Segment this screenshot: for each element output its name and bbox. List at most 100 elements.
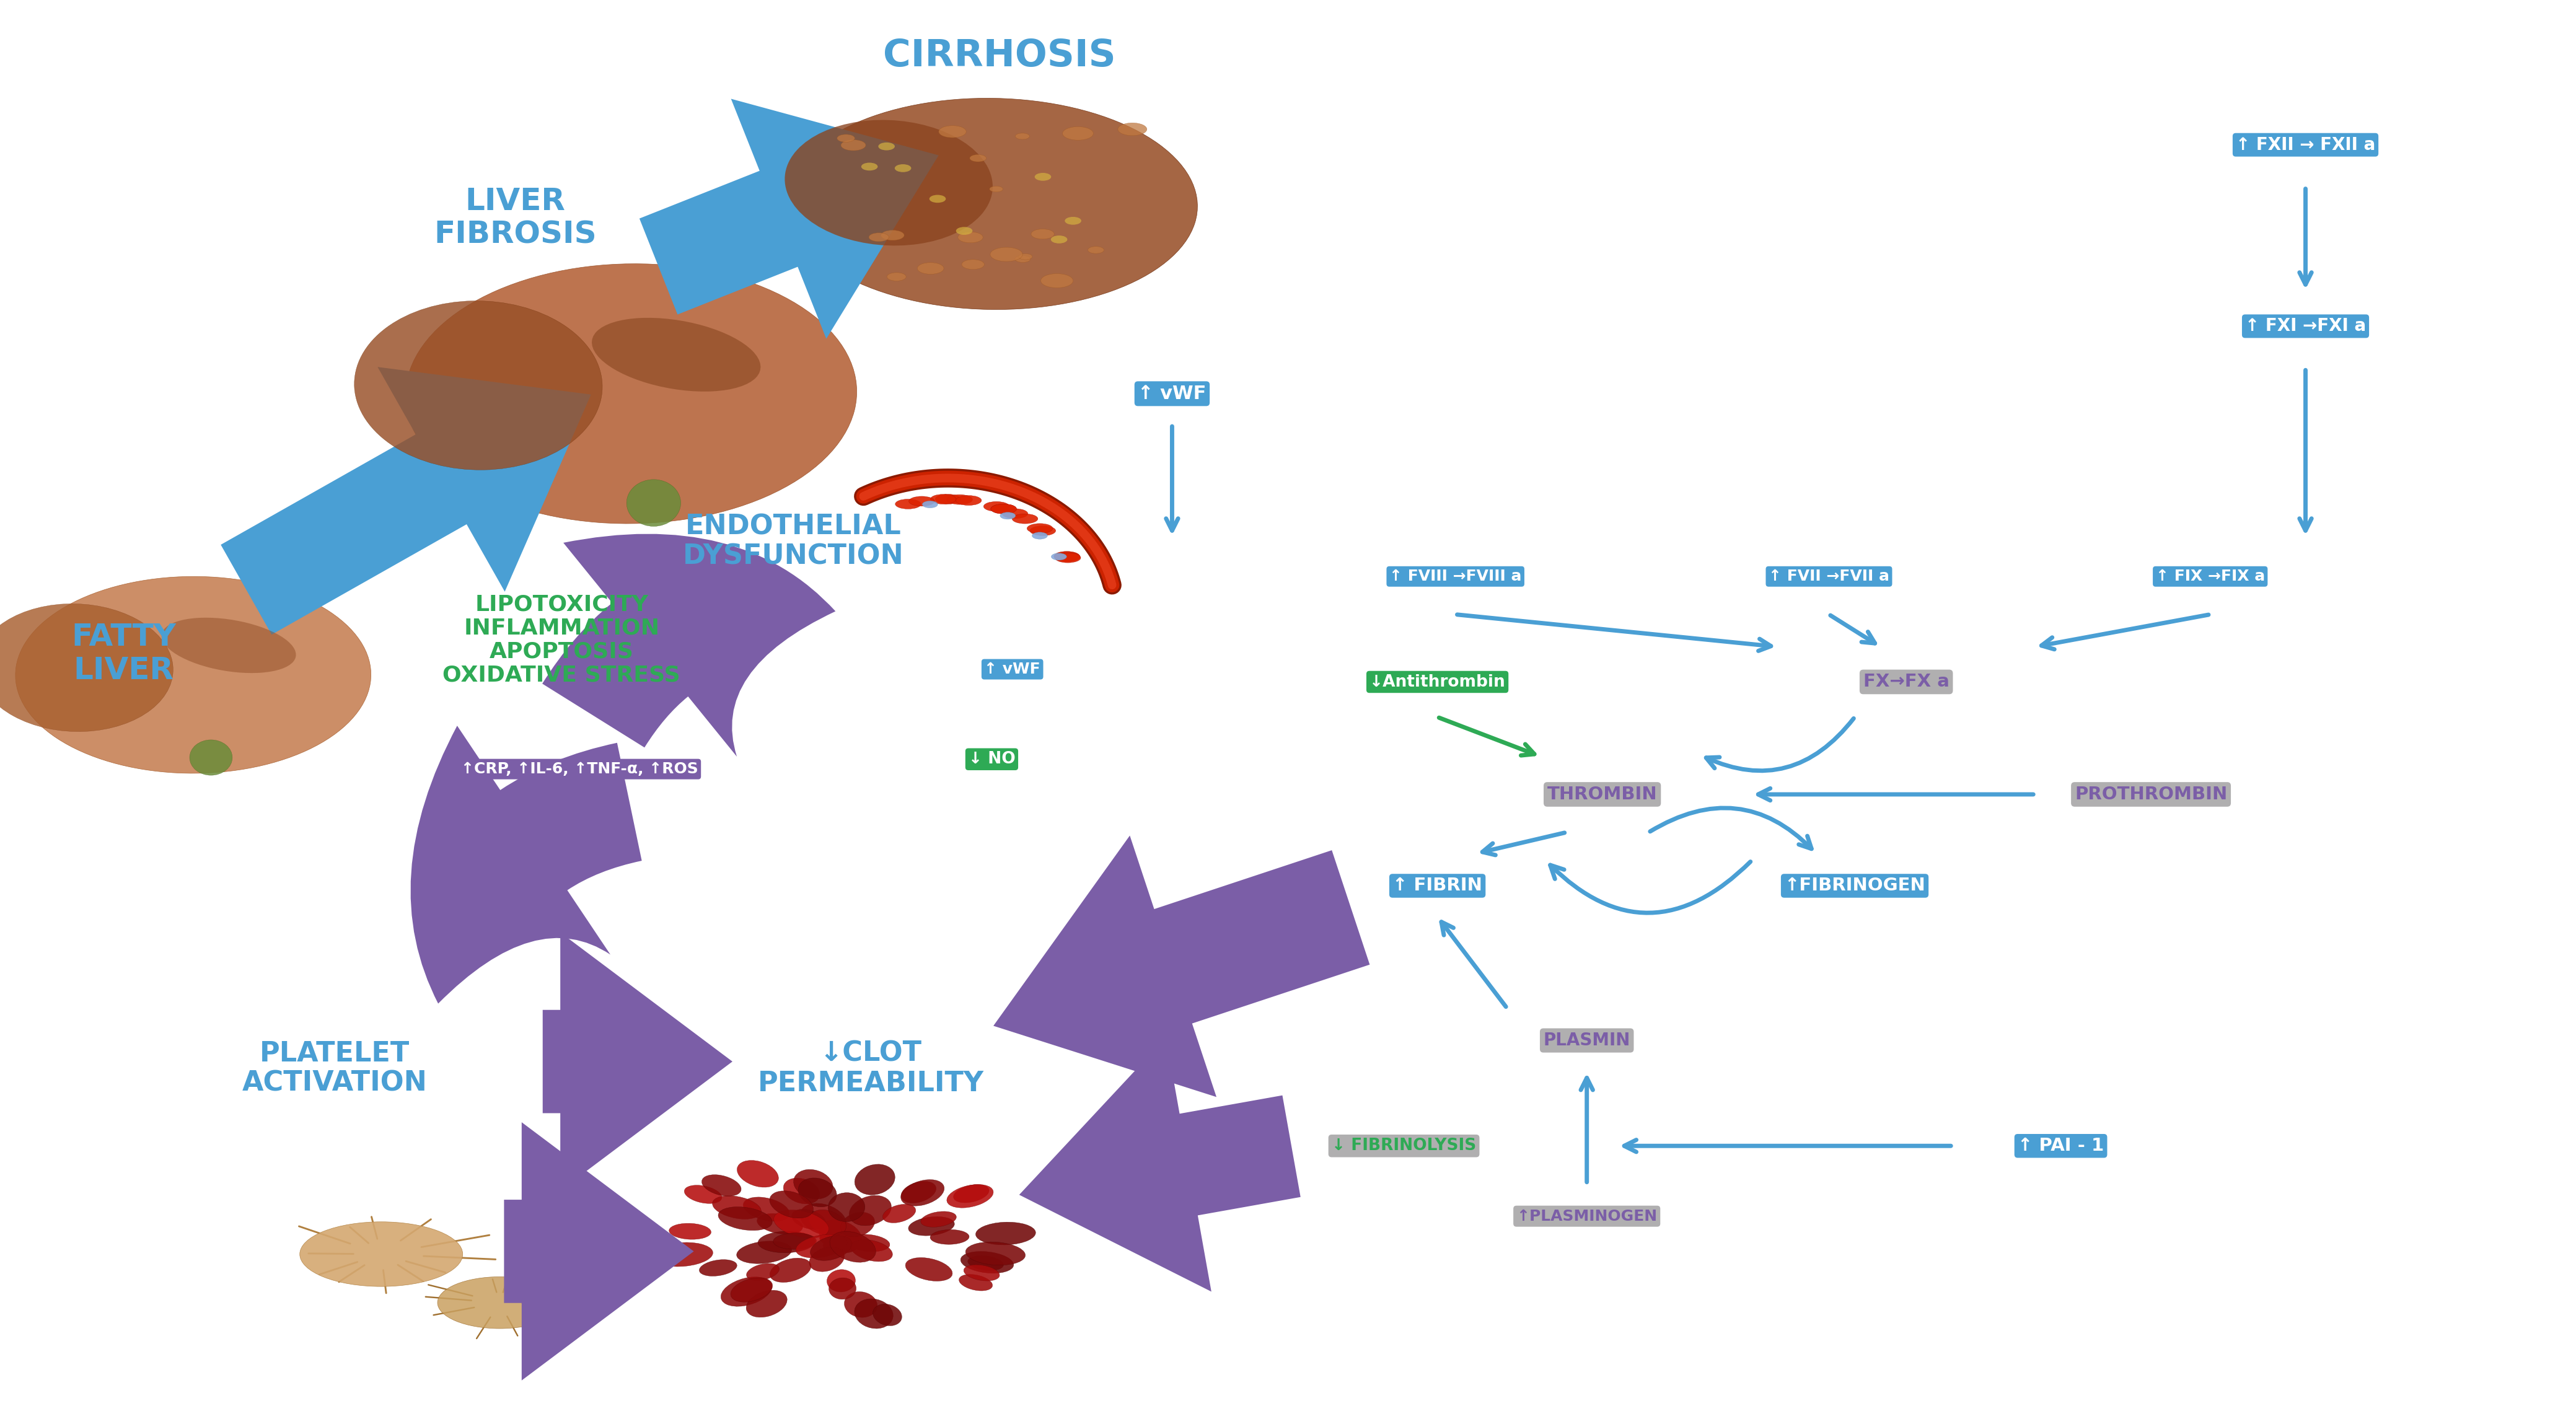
- Ellipse shape: [747, 1291, 788, 1317]
- Text: FX→FX a: FX→FX a: [1862, 673, 1950, 690]
- Ellipse shape: [917, 263, 943, 274]
- Ellipse shape: [904, 1257, 953, 1281]
- Ellipse shape: [948, 495, 974, 505]
- Ellipse shape: [791, 1209, 827, 1229]
- Ellipse shape: [770, 1191, 814, 1218]
- Ellipse shape: [299, 1222, 464, 1286]
- Ellipse shape: [1118, 122, 1146, 135]
- Ellipse shape: [948, 1184, 994, 1208]
- Ellipse shape: [757, 1232, 814, 1253]
- Ellipse shape: [773, 1233, 817, 1250]
- Text: LIVER
FIBROSIS: LIVER FIBROSIS: [433, 187, 598, 249]
- Ellipse shape: [809, 1209, 848, 1236]
- Text: ↑FIBRINOGEN: ↑FIBRINOGEN: [1785, 877, 1924, 894]
- Ellipse shape: [855, 1299, 894, 1329]
- Ellipse shape: [744, 1197, 788, 1222]
- Ellipse shape: [670, 1223, 711, 1240]
- Ellipse shape: [969, 1256, 1005, 1271]
- Ellipse shape: [1012, 513, 1038, 523]
- Ellipse shape: [878, 142, 894, 150]
- Ellipse shape: [355, 301, 603, 470]
- Ellipse shape: [938, 125, 966, 138]
- Ellipse shape: [902, 1181, 935, 1204]
- Ellipse shape: [840, 1212, 876, 1237]
- Ellipse shape: [909, 1216, 956, 1236]
- Ellipse shape: [961, 260, 984, 270]
- Ellipse shape: [896, 499, 922, 509]
- Ellipse shape: [1064, 217, 1082, 225]
- Ellipse shape: [989, 186, 1002, 193]
- Ellipse shape: [868, 233, 889, 242]
- Text: CIRRHOSIS: CIRRHOSIS: [884, 38, 1115, 75]
- Ellipse shape: [15, 576, 371, 773]
- Text: ↑ FXI →FXI a: ↑ FXI →FXI a: [2246, 318, 2365, 335]
- Ellipse shape: [850, 1240, 891, 1261]
- Ellipse shape: [956, 226, 974, 235]
- Ellipse shape: [786, 98, 1198, 309]
- Text: ↓Antithrombin: ↓Antithrombin: [1370, 673, 1504, 690]
- Ellipse shape: [1054, 553, 1079, 562]
- Text: ↓ NO: ↓ NO: [969, 751, 1015, 768]
- Ellipse shape: [773, 1211, 829, 1239]
- Ellipse shape: [829, 1278, 855, 1299]
- Ellipse shape: [770, 1258, 811, 1282]
- Ellipse shape: [438, 1277, 562, 1329]
- Text: FATTY
LIVER: FATTY LIVER: [72, 623, 175, 685]
- Text: ↓CLOT
PERMEABILITY: ↓CLOT PERMEABILITY: [757, 1040, 984, 1097]
- Ellipse shape: [827, 1270, 855, 1292]
- Ellipse shape: [801, 1204, 848, 1236]
- Ellipse shape: [783, 1178, 819, 1204]
- Ellipse shape: [0, 603, 173, 731]
- Ellipse shape: [721, 1277, 773, 1306]
- Ellipse shape: [935, 495, 961, 505]
- Ellipse shape: [685, 1185, 721, 1204]
- Ellipse shape: [714, 1195, 762, 1219]
- Ellipse shape: [737, 1241, 791, 1264]
- Ellipse shape: [922, 501, 938, 508]
- Text: ↑CRP, ↑IL-6, ↑TNF-α, ↑ROS: ↑CRP, ↑IL-6, ↑TNF-α, ↑ROS: [461, 762, 698, 776]
- Ellipse shape: [1087, 246, 1105, 253]
- Ellipse shape: [832, 1230, 860, 1253]
- Ellipse shape: [930, 195, 945, 202]
- Ellipse shape: [1036, 173, 1051, 181]
- Ellipse shape: [884, 1205, 914, 1223]
- Text: PLATELET
ACTIVATION: PLATELET ACTIVATION: [242, 1040, 428, 1097]
- Ellipse shape: [909, 496, 935, 506]
- Ellipse shape: [930, 495, 956, 505]
- Ellipse shape: [1033, 531, 1048, 538]
- Ellipse shape: [848, 1234, 889, 1251]
- Ellipse shape: [984, 502, 1010, 512]
- Ellipse shape: [652, 1243, 714, 1267]
- Text: PLASMIN: PLASMIN: [1543, 1032, 1631, 1049]
- Ellipse shape: [626, 479, 680, 526]
- Ellipse shape: [961, 1251, 1012, 1274]
- Ellipse shape: [1056, 553, 1082, 562]
- Text: THROMBIN: THROMBIN: [1548, 786, 1656, 803]
- Ellipse shape: [873, 1303, 902, 1326]
- Ellipse shape: [930, 1230, 969, 1244]
- Ellipse shape: [809, 1247, 845, 1271]
- Text: ↑ FVIII →FVIII a: ↑ FVIII →FVIII a: [1388, 569, 1522, 583]
- Ellipse shape: [837, 135, 855, 142]
- Ellipse shape: [1041, 274, 1074, 288]
- Ellipse shape: [191, 740, 232, 775]
- Ellipse shape: [757, 1213, 804, 1234]
- Ellipse shape: [845, 1292, 878, 1317]
- Ellipse shape: [894, 165, 912, 172]
- Ellipse shape: [701, 1174, 742, 1197]
- Ellipse shape: [1061, 127, 1092, 141]
- Ellipse shape: [719, 1206, 773, 1230]
- Ellipse shape: [1018, 253, 1033, 260]
- Ellipse shape: [999, 512, 1015, 519]
- Ellipse shape: [162, 617, 296, 673]
- Ellipse shape: [1015, 256, 1030, 263]
- Ellipse shape: [953, 1184, 989, 1202]
- Ellipse shape: [958, 1274, 992, 1291]
- Ellipse shape: [886, 273, 907, 281]
- Ellipse shape: [732, 1278, 773, 1302]
- Ellipse shape: [799, 1178, 837, 1206]
- Ellipse shape: [1030, 229, 1054, 239]
- Text: ↑ FVII →FVII a: ↑ FVII →FVII a: [1770, 569, 1888, 583]
- Ellipse shape: [992, 503, 1018, 513]
- Ellipse shape: [969, 155, 987, 162]
